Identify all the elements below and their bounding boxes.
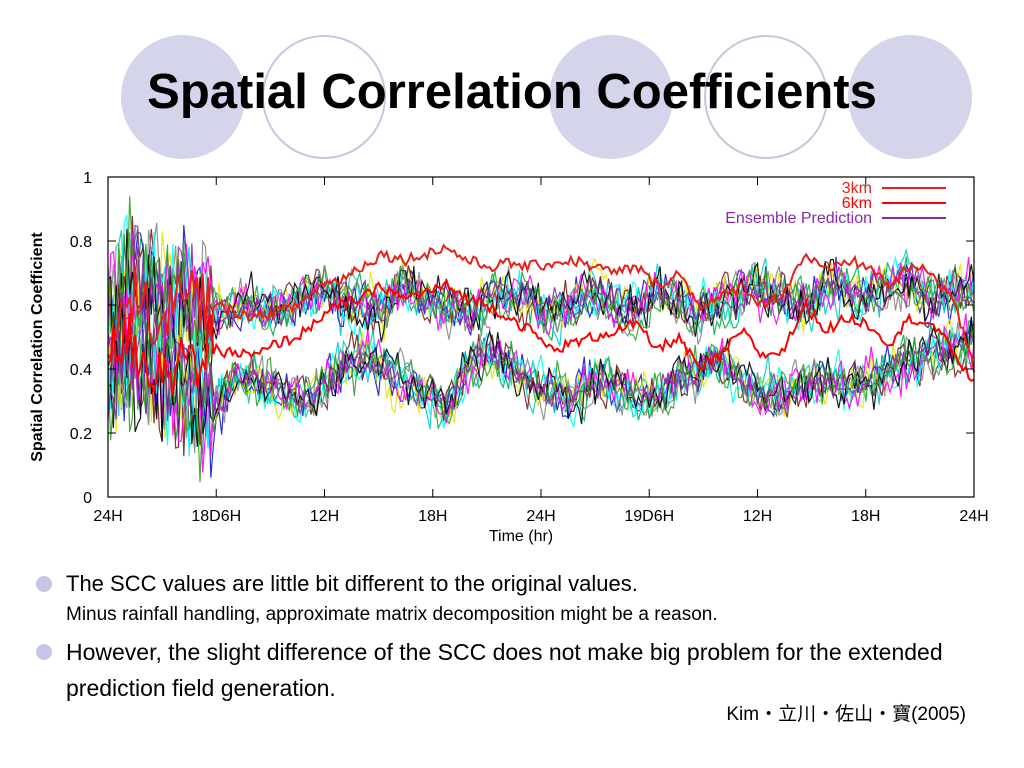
x-tick-label: 24H bbox=[526, 508, 555, 525]
y-tick-label: 1 bbox=[83, 170, 92, 187]
x-axis-label: Time (hr) bbox=[489, 528, 553, 545]
bullet-item-1: The SCC values are little bit different … bbox=[36, 568, 1006, 630]
ensemble-prediction-lower-line bbox=[107, 313, 975, 421]
y-tick-label: 0.2 bbox=[70, 426, 92, 443]
decor-circle-3 bbox=[549, 35, 673, 159]
bullet-marker bbox=[36, 644, 52, 660]
bullet-1-text: The SCC values are little bit different … bbox=[66, 571, 638, 596]
x-tick-label: 24H bbox=[959, 508, 988, 525]
decor-circle-5 bbox=[848, 35, 972, 159]
legend-label: 6km bbox=[842, 195, 872, 212]
x-tick-label: 12H bbox=[743, 508, 772, 525]
x-tick-label: 18H bbox=[851, 508, 880, 525]
bullet-marker bbox=[36, 576, 52, 592]
bullet-list: The SCC values are little bit different … bbox=[36, 568, 1006, 706]
y-tick-label: 0.4 bbox=[70, 362, 92, 379]
x-tick-label: 12H bbox=[310, 508, 339, 525]
y-tick-label: 0.8 bbox=[70, 234, 92, 251]
citation: Kim・立川・佐山・寶(2005) bbox=[726, 704, 966, 725]
series-lines bbox=[107, 243, 975, 396]
scc-line-chart: 0 0.2 0.4 0.6 0.8 1 24H 18D6H 12H 18H 24H 19D6H 12H 1… bbox=[29, 170, 989, 545]
slide-title: Spatial Correlation Coefficients bbox=[147, 65, 877, 119]
ensemble-member-lower-line bbox=[107, 304, 975, 483]
y-tick-label: 0.6 bbox=[70, 298, 92, 315]
x-tick-label: 18H bbox=[418, 508, 447, 525]
decor-circle-1 bbox=[121, 35, 245, 159]
legend-label: Ensemble Prediction bbox=[725, 210, 872, 227]
bullet-item-2: However, the slight difference of the SC… bbox=[36, 634, 1006, 706]
tick-labels: 0 0.2 0.4 0.6 0.8 1 24H 18D6H 12H 18H 24H 19D6H 12H 1… bbox=[29, 170, 989, 545]
series-line-3km bbox=[107, 243, 975, 373]
y-axis-label: Spatial Correlation Coefficient bbox=[29, 232, 46, 462]
ensemble-member-lines bbox=[107, 196, 975, 483]
bullet-1-subtext: Minus rainfall handling, approximate mat… bbox=[66, 604, 718, 625]
ensemble-member-upper-line bbox=[107, 232, 975, 349]
x-tick-label: 24H bbox=[93, 508, 122, 525]
decor-circle-4 bbox=[704, 35, 828, 159]
decor-circle-2 bbox=[262, 35, 386, 159]
ensemble-prediction-upper-line bbox=[107, 224, 975, 355]
series-line-6km bbox=[107, 278, 975, 396]
x-tick-label: 18D6H bbox=[191, 508, 241, 525]
bullet-2-text: However, the slight difference of the SC… bbox=[66, 639, 943, 701]
x-tick-label: 19D6H bbox=[624, 508, 674, 525]
legend-label: 3km bbox=[842, 180, 872, 197]
y-tick-label: 0 bbox=[83, 490, 92, 507]
chart-frame bbox=[107, 176, 975, 498]
